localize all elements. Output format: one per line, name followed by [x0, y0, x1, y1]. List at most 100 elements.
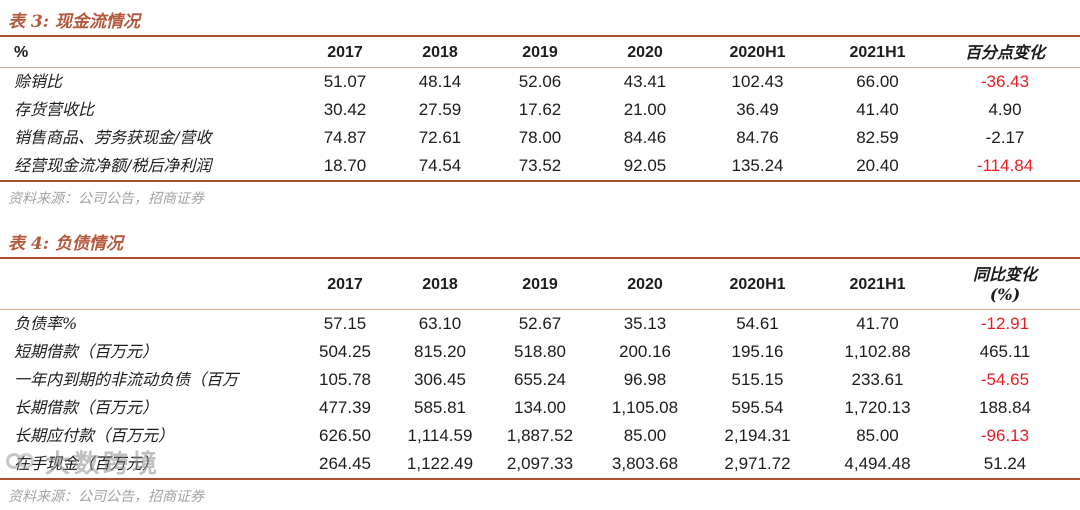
cell-value: 626.50: [319, 426, 371, 445]
table4-title: 表 4: 负债情况: [0, 222, 1080, 259]
cell-value: 51.07: [323, 72, 367, 91]
cell-value: 18.70: [323, 156, 367, 175]
column-header: 2021H1: [815, 259, 940, 310]
cell-value: 134.00: [514, 398, 566, 417]
cell-value: 1,114.59: [407, 426, 473, 445]
column-header: 2017: [300, 259, 390, 310]
table-row: 经营现金流净额/税后净利润 18.70 74.54 73.52 92.05 135.24 2…: [0, 152, 1080, 181]
cell-value: 264.45: [319, 454, 371, 473]
cell-value: 2,194.31: [724, 426, 791, 445]
row-label: 经营现金流净额/税后净利润: [14, 156, 212, 175]
change-value: -54.65: [980, 370, 1030, 389]
row-label: 赊销比: [14, 72, 63, 91]
debt-table-body: 负债率% 57.15 63.10 52.67 35.13 54.61 41.70 -12.91…: [0, 310, 1080, 480]
cell-value: 515.15: [731, 370, 784, 389]
column-header: 2019: [490, 259, 590, 310]
cell-value: 1,122.49: [406, 454, 474, 473]
cell-value: 43.41: [623, 72, 667, 91]
table-row: 长期借款（百万元） 477.39 585.81 134.00 1,105.08 595.5…: [0, 394, 1080, 422]
column-header: 2020H1: [700, 259, 815, 310]
table-row: 赊销比 51.07 48.14 52.06 43.41 102.43 66.00 -36.43: [0, 68, 1080, 97]
row-label: 一年内到期的非流动负债（百万: [14, 370, 239, 389]
row-label: 在手现金（百万元）: [14, 454, 159, 473]
cell-value: 17.62: [518, 100, 562, 119]
change-value: 4.90: [988, 100, 1022, 119]
cell-value: 92.05: [623, 156, 667, 175]
cell-value: 84.76: [736, 128, 779, 147]
change-value: -114.84: [976, 156, 1034, 175]
table-row: 长期应付款（百万元） 626.50 1,114.59 1,887.52 85.00 2,1…: [0, 422, 1080, 450]
cell-value: 655.24: [514, 370, 566, 389]
cell-value: 2,971.72: [724, 454, 791, 473]
cell-value: 135.24: [731, 156, 784, 175]
column-header: 同比变化 (%): [940, 259, 1080, 310]
cashflow-table-header: % 2017 2018 2019 2020 2020H1 2021H1 百分点变化: [0, 37, 1080, 68]
cell-value: 73.52: [518, 156, 562, 175]
change-value: -12.91: [980, 314, 1030, 333]
cell-value: 41.70: [856, 314, 899, 333]
cell-value: 504.25: [319, 342, 371, 361]
change-value: 51.24: [983, 454, 1027, 473]
cell-value: 74.54: [418, 156, 462, 175]
cell-value: 3,803.68: [611, 454, 679, 473]
cell-value: 595.54: [731, 398, 784, 417]
row-label: 长期应付款（百万元）: [14, 426, 175, 445]
column-header: 2019: [490, 37, 590, 68]
cell-value: 585.81: [414, 398, 466, 417]
change-value: -36.43: [980, 72, 1030, 91]
cell-value: 21.00: [623, 100, 667, 119]
cell-value: 74.87: [323, 128, 367, 147]
cell-value: 63.10: [418, 314, 462, 333]
column-header: 2020: [590, 259, 700, 310]
cell-value: 84.46: [623, 128, 667, 147]
column-header: [0, 259, 300, 310]
cell-value: 35.13: [623, 314, 667, 333]
row-label: 销售商品、劳务获现金/营收: [14, 128, 212, 147]
change-value: -2.17: [985, 128, 1025, 147]
cell-value: 78.00: [518, 128, 562, 147]
cell-value: 96.98: [623, 370, 667, 389]
cell-value: 48.14: [418, 72, 462, 91]
table4-source-note: 资料来源：公司公告，招商证券: [8, 489, 204, 505]
cell-value: 72.61: [418, 128, 462, 147]
row-label: 负债率%: [14, 314, 78, 333]
column-header: %: [0, 37, 300, 68]
column-header: 2018: [390, 37, 490, 68]
cell-value: 1,887.52: [506, 426, 574, 445]
cell-value: 200.16: [619, 342, 671, 361]
cell-value: 102.43: [731, 72, 784, 91]
cell-value: 54.61: [736, 314, 779, 333]
cell-value: 306.45: [414, 370, 466, 389]
cell-value: 66.00: [856, 72, 899, 91]
debt-table-header: 2017 2018 2019 2020 2020H1 2021H1 同比变化 (%): [0, 259, 1080, 310]
table-row: 存货营收比 30.42 27.59 17.62 21.00 36.49 41.40 4.90: [0, 96, 1080, 124]
cell-value: 52.06: [518, 72, 562, 91]
cell-value: 477.39: [319, 398, 371, 417]
header-row: % 2017 2018 2019 2020 2020H1 2021H1 百分点变化: [0, 37, 1080, 68]
table3-title: 表 3: 现金流情况: [0, 0, 1080, 37]
header-row: 2017 2018 2019 2020 2020H1 2021H1 同比变化 (%): [0, 259, 1080, 310]
table-row: 短期借款（百万元） 504.25 815.20 518.80 200.16 195.16 1…: [0, 338, 1080, 366]
change-value: 465.11: [979, 342, 1031, 361]
cell-value: 82.59: [856, 128, 899, 147]
cell-value: 195.16: [731, 342, 784, 361]
table3-source-note: 资料来源：公司公告，招商证券: [8, 191, 204, 207]
column-header: 2021H1: [815, 37, 940, 68]
debt-table: 2017 2018 2019 2020 2020H1 2021H1 同比变化 (%) 负债率…: [0, 259, 1080, 480]
row-label: 短期借款（百万元）: [14, 342, 159, 361]
table-row: 一年内到期的非流动负债（百万 105.78 306.45 655.24 96.98 515…: [0, 366, 1080, 394]
change-value: -96.13: [980, 426, 1030, 445]
cell-value: 41.40: [856, 100, 899, 119]
table-row: 在手现金（百万元） 264.45 1,122.49 2,097.33 3,803.68 2…: [0, 450, 1080, 479]
row-label: 存货营收比: [14, 100, 95, 119]
row-label: 长期借款（百万元）: [14, 398, 159, 417]
column-header: 百分点变化: [940, 37, 1080, 68]
column-header: 2018: [390, 259, 490, 310]
cell-value: 57.15: [323, 314, 367, 333]
column-header: 2020H1: [700, 37, 815, 68]
change-value: 188.84: [979, 398, 1031, 417]
cell-value: 1,105.08: [611, 398, 679, 417]
cell-value: 4,494.48: [844, 454, 911, 473]
cashflow-table-body: 赊销比 51.07 48.14 52.06 43.41 102.43 66.00 -36.43…: [0, 68, 1080, 182]
